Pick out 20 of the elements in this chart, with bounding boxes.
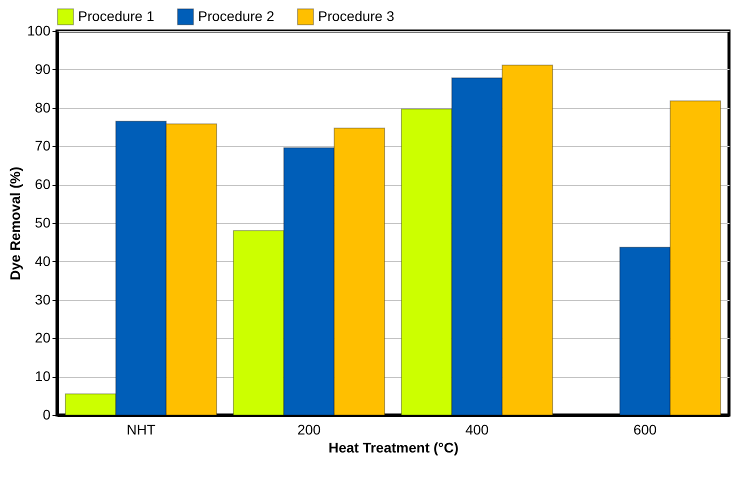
y-tick-label: 40 — [34, 252, 51, 269]
x-axis-title: Heat Treatment (°C) — [328, 440, 459, 456]
y-tick-label: 60 — [34, 176, 51, 192]
y-tick-label: 100 — [27, 22, 51, 38]
y-tick-label: 20 — [34, 330, 51, 346]
y-tick-label: 70 — [34, 138, 51, 154]
y-tick-label: 10 — [34, 368, 51, 384]
x-tick-label: 200 — [297, 422, 321, 438]
legend-label: Procedure 3 — [318, 8, 394, 24]
legend-label: Procedure 1 — [78, 8, 154, 24]
x-tick-label: 600 — [633, 422, 657, 438]
x-tick-label: 400 — [465, 422, 489, 438]
x-tick-label: NHT — [126, 422, 156, 438]
y-tick-label: 30 — [34, 291, 51, 308]
y-tick-label: 90 — [34, 60, 51, 77]
y-tick-label: 80 — [34, 99, 51, 116]
y-axis-title: Dye Removal (%) — [7, 166, 24, 280]
y-tick-label: 50 — [34, 214, 51, 230]
y-tick-label: 0 — [42, 406, 51, 422]
legend-label: Procedure 2 — [198, 8, 274, 24]
